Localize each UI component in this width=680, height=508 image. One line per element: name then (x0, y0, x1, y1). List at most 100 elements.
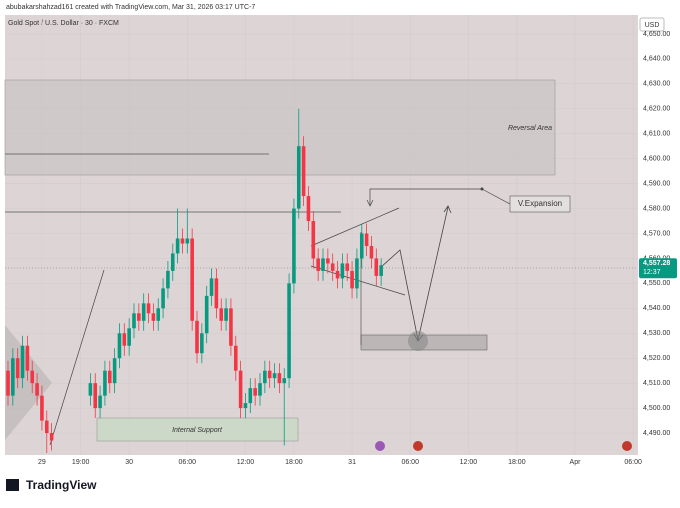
candle-body (374, 258, 379, 276)
candle-body (146, 303, 151, 314)
candle-body (272, 373, 277, 379)
candle-body (30, 370, 35, 384)
internal-support (96, 417, 299, 442)
currency-box[interactable] (639, 17, 665, 32)
candle-body (137, 313, 141, 321)
reversal-label: Reversal Area (508, 125, 552, 132)
footer: TradingView (6, 478, 97, 492)
candle-body (161, 288, 165, 309)
y-tick-label: 4,650.00 (643, 31, 670, 38)
candle-body (93, 383, 98, 409)
y-tick-label: 4,570.00 (643, 230, 670, 237)
candle-body (229, 308, 233, 346)
y-tick-label: 4,580.00 (643, 205, 670, 212)
time-axis (5, 455, 680, 468)
candle-body (166, 270, 170, 289)
y-tick-label: 4,620.00 (643, 106, 670, 113)
candle-body (306, 196, 311, 222)
candle-body (340, 263, 345, 279)
candle-body (321, 258, 325, 271)
y-tick-label: 4,490.00 (643, 430, 670, 437)
support-label: Internal Support (172, 427, 223, 434)
x-tick-label: 18:00 (508, 459, 526, 466)
y-tick-label: 4,630.00 (643, 81, 670, 88)
candle-body (6, 370, 10, 396)
candle-body (132, 313, 136, 329)
candle-body (40, 395, 44, 421)
y-tick-label: 4,510.00 (643, 380, 670, 387)
candle-body (112, 358, 117, 384)
candle-body (326, 258, 330, 264)
trend-line (310, 207, 400, 247)
arrow-head (366, 199, 374, 207)
y-tick-label: 4,500.00 (643, 405, 670, 412)
candle-body (292, 208, 296, 284)
x-tick-label: 06:00 (624, 459, 642, 466)
candle-body (49, 433, 54, 441)
candle-body (88, 383, 93, 396)
candle-body (364, 233, 369, 246)
candle-body (141, 303, 146, 321)
pattern-shape (5, 325, 52, 440)
countdown: 12:37 (643, 269, 661, 276)
candle-body (316, 258, 320, 271)
y-tick-label: 4,520.00 (643, 355, 670, 362)
candle-body (185, 238, 190, 244)
logo (6, 479, 19, 491)
drawings: Reversal Area Internal Support V.Expansi… (4, 79, 638, 451)
candle-body (20, 345, 25, 379)
event-icon[interactable] (375, 441, 385, 451)
credit: abubakarshahzad161 created with TradingV… (6, 4, 255, 11)
target-circle (408, 331, 428, 351)
candle-body (214, 278, 219, 309)
candle-body (98, 395, 102, 409)
callout-dot (480, 187, 484, 191)
x-tick-label: 12:00 (460, 459, 478, 466)
event-icon[interactable] (622, 441, 632, 451)
candle-body (248, 388, 253, 404)
y-tick-label: 4,640.00 (643, 56, 670, 63)
price-axis (638, 15, 680, 455)
candle-body (127, 328, 131, 346)
y-tick-label: 4,540.00 (643, 305, 670, 312)
callout-line (481, 188, 511, 205)
candle-body (15, 358, 20, 379)
candle-body (277, 373, 282, 384)
candle-body (122, 333, 127, 346)
x-tick-label: 29 (38, 459, 46, 466)
reversal-area (4, 79, 556, 176)
candle-body (267, 370, 272, 379)
price-marker (639, 258, 677, 279)
candles (6, 108, 383, 454)
currency: USD (645, 22, 660, 29)
candle-body (117, 333, 122, 359)
y-tick-label: 4,610.00 (643, 131, 670, 138)
candle-body (253, 388, 257, 396)
candle-body (350, 270, 354, 289)
candle-body (224, 308, 228, 321)
y-tick-label: 4,550.00 (643, 280, 670, 287)
candle-body (258, 383, 262, 396)
candle-body (219, 308, 224, 321)
candle-body (209, 278, 214, 296)
candle-body (156, 308, 161, 321)
callout-label: V.Expansion (518, 199, 562, 208)
event-icon[interactable] (413, 441, 423, 451)
callout-line (369, 188, 482, 205)
candle-body (180, 238, 185, 244)
y-tick-label: 4,530.00 (643, 330, 670, 337)
candle-body (107, 370, 112, 384)
candle-body (282, 378, 287, 384)
candle-body (311, 221, 316, 259)
y-tick-label: 4,590.00 (643, 180, 670, 187)
x-tick-label: Apr (570, 459, 582, 466)
candle-body (103, 370, 107, 396)
price-label: 4,557.28 (643, 260, 670, 267)
candle-body (369, 245, 374, 259)
candle-body (335, 270, 340, 279)
chart-title: Gold Spot / U.S. Dollar · 30 · FXCM (8, 20, 119, 27)
candle-body (238, 370, 243, 409)
y-tick-label: 4,600.00 (643, 156, 670, 163)
candle-body (359, 233, 364, 259)
